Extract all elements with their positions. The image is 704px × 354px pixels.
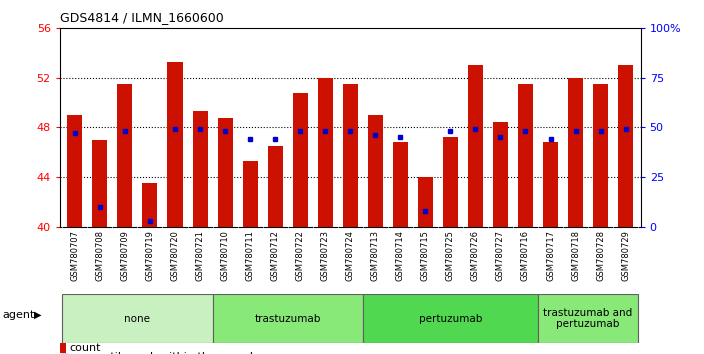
Bar — [142, 183, 158, 227]
Text: GSM780709: GSM780709 — [120, 230, 130, 281]
Bar — [443, 137, 458, 227]
Text: GSM780724: GSM780724 — [346, 230, 355, 281]
Text: GSM780715: GSM780715 — [421, 230, 430, 281]
Bar — [418, 177, 433, 227]
Text: GSM780723: GSM780723 — [321, 230, 329, 281]
Bar — [393, 142, 408, 227]
Bar — [518, 84, 533, 227]
Text: GSM780721: GSM780721 — [196, 230, 205, 281]
Text: pertuzumab: pertuzumab — [419, 314, 482, 324]
Bar — [60, 343, 66, 353]
Text: GSM780729: GSM780729 — [621, 230, 630, 281]
Text: GSM780708: GSM780708 — [96, 230, 104, 281]
Bar — [343, 84, 358, 227]
Bar — [118, 84, 132, 227]
FancyBboxPatch shape — [363, 294, 538, 343]
Text: GSM780707: GSM780707 — [70, 230, 80, 281]
Text: GSM780717: GSM780717 — [546, 230, 555, 281]
Bar — [68, 115, 82, 227]
Text: GSM780719: GSM780719 — [146, 230, 154, 281]
Text: trastuzumab: trastuzumab — [254, 314, 321, 324]
Text: GSM780712: GSM780712 — [270, 230, 279, 281]
Bar — [192, 112, 208, 227]
Text: percentile rank within the sample: percentile rank within the sample — [72, 352, 260, 354]
Bar — [493, 122, 508, 227]
Text: GSM780725: GSM780725 — [446, 230, 455, 281]
Text: GSM780727: GSM780727 — [496, 230, 505, 281]
Text: GSM780728: GSM780728 — [596, 230, 605, 281]
Bar — [168, 62, 182, 227]
Text: count: count — [70, 343, 101, 353]
Bar — [618, 65, 633, 227]
Text: trastuzumab and
pertuzumab: trastuzumab and pertuzumab — [543, 308, 633, 330]
Text: GSM780710: GSM780710 — [220, 230, 230, 281]
Bar — [243, 161, 258, 227]
Text: GSM780713: GSM780713 — [371, 230, 379, 281]
FancyBboxPatch shape — [213, 294, 363, 343]
FancyBboxPatch shape — [63, 294, 213, 343]
Bar — [318, 78, 333, 227]
FancyBboxPatch shape — [538, 294, 638, 343]
Text: GSM780716: GSM780716 — [521, 230, 530, 281]
Bar — [293, 93, 308, 227]
Text: GDS4814 / ILMN_1660600: GDS4814 / ILMN_1660600 — [60, 11, 224, 24]
Text: GSM780711: GSM780711 — [246, 230, 255, 281]
Bar — [468, 65, 483, 227]
Bar — [543, 142, 558, 227]
Text: GSM780726: GSM780726 — [471, 230, 480, 281]
Text: GSM780722: GSM780722 — [296, 230, 305, 281]
Text: ▶: ▶ — [34, 310, 42, 320]
Bar — [593, 84, 608, 227]
Text: agent: agent — [2, 310, 34, 320]
Bar — [92, 140, 108, 227]
Text: none: none — [125, 314, 151, 324]
Text: GSM780714: GSM780714 — [396, 230, 405, 281]
Text: GSM780720: GSM780720 — [170, 230, 180, 281]
Text: GSM780718: GSM780718 — [571, 230, 580, 281]
Bar — [568, 78, 583, 227]
Bar — [218, 118, 232, 227]
Bar — [268, 146, 282, 227]
Bar — [367, 115, 383, 227]
